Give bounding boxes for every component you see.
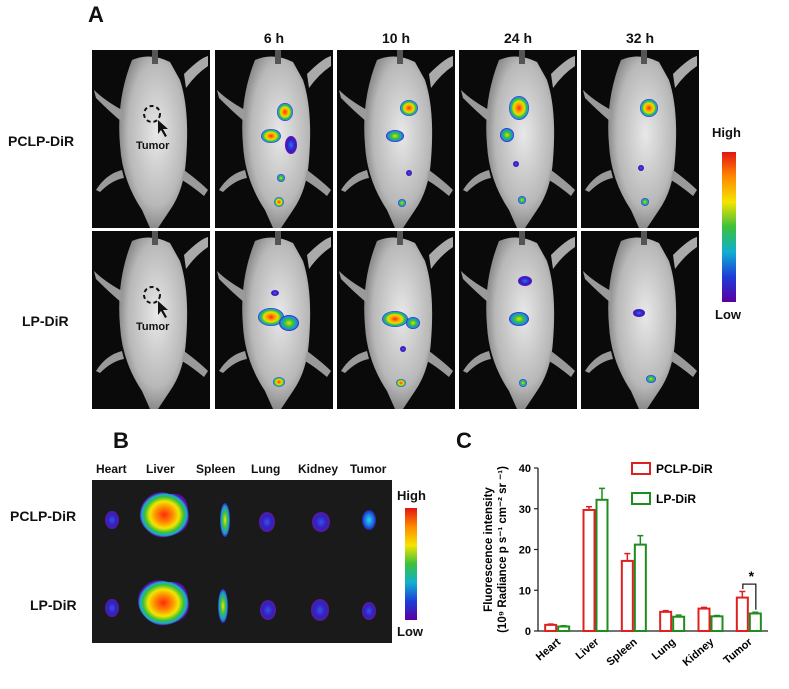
time-label-24h: 24 h	[503, 30, 532, 46]
organ-row-label-lp: LP-DiR	[30, 597, 77, 613]
organ-image	[92, 480, 392, 643]
bar-PCLP-DiR-Tumor	[735, 596, 749, 633]
y-tick-label: 10	[519, 585, 531, 597]
organ-label-lung: Lung	[251, 462, 281, 476]
time-label-6h: 6 h	[263, 30, 285, 46]
mouse-image-pclp-2	[337, 50, 455, 228]
bar-PCLP-DiR-Lung	[659, 610, 673, 633]
legend-label-LP-DiR: LP-DiR	[656, 492, 696, 506]
y-tick-label: 30	[519, 504, 531, 516]
panel-b-letter: B	[113, 428, 129, 453]
mouse-image-pclp-0: Tumor	[92, 50, 210, 228]
color-scale-bar-b	[405, 508, 417, 620]
organ-tumor-lp	[362, 602, 376, 620]
bar-PCLP-DiR-Liver	[582, 508, 596, 632]
bar-LP-DiR-Spleen	[633, 543, 647, 632]
organ-liver-lp	[138, 580, 189, 626]
legend-swatch-LP-DiR	[631, 492, 651, 505]
bar-PCLP-DiR-Heart	[544, 623, 558, 632]
organ-lung-lp	[260, 600, 276, 620]
bar-PCLP-DiR-Spleen	[620, 559, 634, 632]
mouse-image-pclp-1	[215, 50, 333, 228]
organ-spleen-lp	[218, 589, 228, 623]
mouse-image-lp-4	[581, 231, 699, 409]
x-tick-label: Spleen	[604, 636, 640, 669]
organ-spleen-pclp	[220, 503, 230, 537]
scale-low-a: Low	[715, 307, 741, 322]
time-label-32h: 32 h	[625, 30, 654, 46]
scale-low-b: Low	[397, 624, 423, 639]
tumor-label: Tumor	[136, 140, 170, 152]
scale-high-b: High	[397, 488, 426, 503]
bar-chart: 0 10 20 30 40 Heart Liver Spleen Lung Kidney Tumor…	[440, 455, 785, 684]
panel-c-letter: C	[456, 428, 472, 453]
x-tick-label: Kidney	[681, 636, 717, 669]
organ-kidney-pclp	[312, 512, 330, 532]
mouse-image-pclp-4	[581, 50, 699, 228]
x-tick-label: Heart	[534, 636, 564, 663]
organ-label-liver: Liver	[146, 462, 175, 476]
organ-lung-pclp	[259, 512, 275, 532]
x-tick-label: Tumor	[721, 636, 755, 667]
y-tick-label: 0	[525, 626, 531, 638]
panel-a-letter: A	[88, 2, 104, 27]
bar-LP-DiR-Kidney	[710, 615, 724, 633]
organ-heart-pclp	[105, 511, 119, 529]
scale-high-a: High	[712, 125, 741, 140]
y-tick-label: 40	[519, 463, 531, 475]
organ-row-label-pclp: PCLP-DiR	[10, 508, 77, 524]
color-scale-bar-a	[722, 152, 736, 302]
bar-LP-DiR-Heart	[557, 625, 571, 633]
organ-liver-pclp	[139, 492, 189, 538]
bar-LP-DiR-Lung	[672, 615, 686, 633]
row-label-pclp: PCLP-DiR	[8, 133, 75, 149]
mouse-image-lp-3	[459, 231, 577, 409]
mouse-image-lp-0: Tumor	[92, 231, 210, 409]
organ-label-tumor: Tumor	[350, 462, 387, 476]
organ-label-kidney: Kidney	[298, 462, 339, 476]
mouse-image-lp-2	[337, 231, 455, 409]
significance-mark: *	[749, 568, 755, 584]
row-label-lp: LP-DiR	[22, 313, 69, 329]
organ-kidney-lp	[311, 599, 329, 621]
bar-LP-DiR-Tumor	[748, 612, 762, 632]
significance-bracket	[742, 583, 757, 610]
mouse-image-pclp-3	[459, 50, 577, 228]
tumor-label: Tumor	[136, 321, 170, 333]
x-tick-label: Liver	[574, 636, 602, 663]
legend-swatch-PCLP-DiR	[631, 462, 651, 475]
mouse-image-lp-1	[215, 231, 333, 409]
y-tick-label: 20	[519, 545, 531, 557]
organ-heart-lp	[105, 599, 119, 617]
y-axis-label-line2: (10⁹ Radiance p s⁻¹ cm⁻² sr ⁻¹)	[497, 466, 509, 633]
time-label-10h: 10 h	[381, 30, 410, 46]
legend-label-PCLP-DiR: PCLP-DiR	[656, 462, 713, 476]
bar-LP-DiR-Liver	[595, 498, 609, 632]
bar-PCLP-DiR-Kidney	[697, 607, 711, 632]
x-tick-label: Lung	[650, 636, 678, 662]
organ-tumor-pclp	[362, 510, 376, 530]
organ-label-spleen: Spleen	[196, 462, 236, 476]
y-axis-label-line1: Fluorescence intensity	[483, 487, 495, 612]
organ-label-heart: Heart	[96, 462, 127, 476]
